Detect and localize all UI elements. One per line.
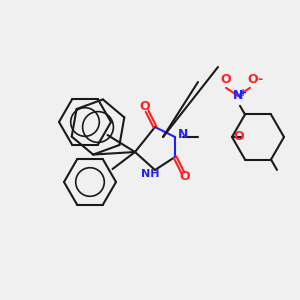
Text: N: N	[178, 128, 188, 142]
Text: NH: NH	[141, 169, 159, 179]
Text: O: O	[221, 73, 231, 86]
Text: N: N	[233, 89, 243, 102]
Text: O: O	[248, 73, 258, 86]
Text: O: O	[234, 130, 244, 143]
Text: -: -	[257, 73, 262, 86]
Text: O: O	[180, 170, 190, 184]
Text: +: +	[239, 88, 247, 98]
Text: O: O	[140, 100, 150, 113]
